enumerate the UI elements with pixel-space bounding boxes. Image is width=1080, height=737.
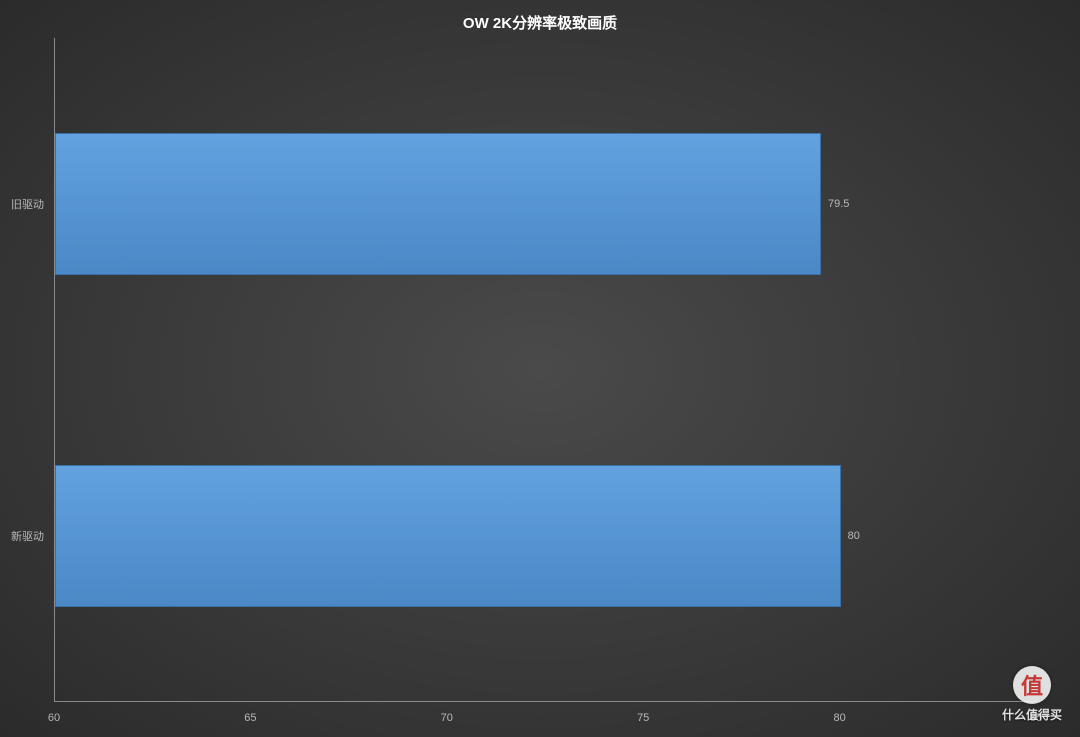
y-category-label: 新驱动 (11, 528, 44, 544)
bar-value-label: 79.5 (828, 198, 849, 210)
watermark-circle-icon: 值 (1013, 666, 1051, 704)
watermark: 值什么值得买 (1002, 666, 1062, 723)
plot-area (54, 38, 1036, 702)
x-tick-label: 80 (833, 712, 845, 724)
y-category-label: 旧驱动 (11, 196, 44, 212)
chart-root: OW 2K分辨率极致画质606570758085旧驱动79.5新驱动80值什么值… (0, 0, 1080, 737)
bar (55, 133, 821, 276)
x-tick-label: 70 (441, 712, 453, 724)
x-tick-label: 60 (48, 712, 60, 724)
watermark-text: 什么值得买 (1002, 706, 1062, 723)
bar (55, 465, 841, 608)
chart-title: OW 2K分辨率极致画质 (0, 12, 1080, 33)
x-tick-label: 75 (637, 712, 649, 724)
x-axis-line (54, 701, 1036, 702)
x-tick-label: 65 (244, 712, 256, 724)
bar-value-label: 80 (848, 530, 860, 542)
